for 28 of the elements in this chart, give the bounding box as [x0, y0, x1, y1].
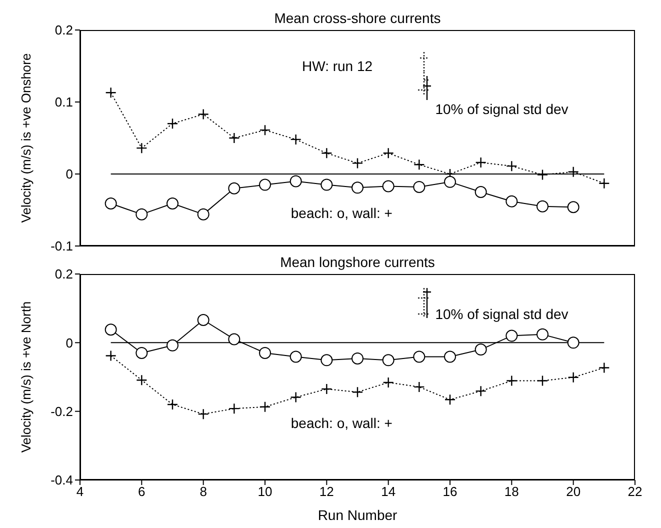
annotation: 10% of signal std dev	[435, 100, 568, 117]
y-tick-label: 0.2	[54, 266, 73, 282]
annotation: HW: run 12	[302, 58, 373, 74]
chart-title: Mean longshore currents	[279, 254, 436, 270]
y-axis-title: Velocity (m/s) is +ve Onshore	[18, 53, 34, 223]
x-tick-label: 8	[200, 484, 207, 500]
y-tick-label: -0.4	[50, 472, 73, 488]
annotation: beach: o, wall: +	[290, 204, 392, 221]
y-tick-label: -0.2	[50, 404, 73, 419]
annotation: 10% of signal std dev	[435, 306, 568, 322]
y-tick-label: -0.1	[50, 238, 73, 254]
x-tick-label: 22	[628, 484, 642, 500]
annotation: beach: o, wall: +	[290, 415, 392, 432]
y-tick-label: 0.2	[54, 22, 73, 38]
y-tick-label: 0.1	[54, 94, 73, 110]
x-axis-title: Run Number	[318, 507, 398, 523]
x-tick-label: 6	[138, 484, 146, 500]
y-tick-label: 0	[66, 335, 73, 350]
x-tick-label: 10	[258, 484, 272, 500]
y-tick-label: 0	[66, 166, 73, 182]
x-tick-label: 14	[381, 484, 396, 500]
x-tick-label: 12	[319, 484, 334, 500]
x-tick-label: 16	[442, 484, 458, 500]
x-tick-label: 20	[566, 484, 581, 500]
chart-title: Mean cross-shore currents	[273, 10, 442, 26]
x-tick-label: 4	[76, 484, 84, 500]
y-axis-title: Velocity (m/s) is +ve North	[18, 301, 34, 453]
x-tick-label: 18	[504, 484, 519, 500]
